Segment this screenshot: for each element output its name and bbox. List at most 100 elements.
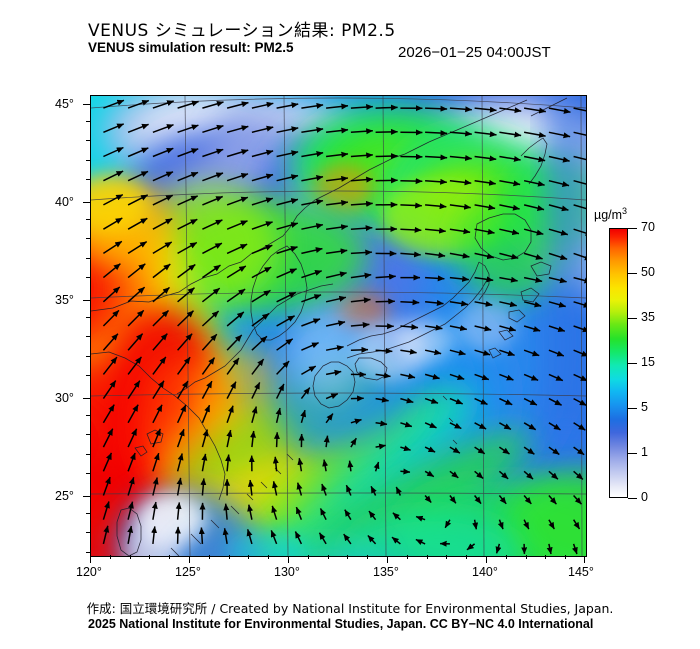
wind-arrow bbox=[276, 174, 299, 182]
wind-arrow bbox=[151, 526, 158, 544]
wind-arrow bbox=[474, 252, 495, 260]
y-axis-label-30: 30° bbox=[55, 391, 74, 405]
wind-arrow bbox=[375, 128, 398, 135]
wind-arrow bbox=[300, 387, 311, 400]
wind-arrow bbox=[127, 286, 146, 303]
x-minor-tick bbox=[367, 555, 369, 559]
wind-arrow bbox=[474, 397, 488, 406]
wind-arrow bbox=[350, 249, 373, 256]
pm25-map-plot[interactable] bbox=[90, 95, 587, 557]
wind-arrow bbox=[272, 456, 279, 472]
wind-arrow bbox=[276, 268, 297, 279]
wind-arrow bbox=[375, 298, 396, 305]
wind-arrow bbox=[350, 418, 362, 425]
wind-arrow bbox=[275, 383, 285, 399]
wind-arrow bbox=[449, 203, 471, 210]
wind-arrow bbox=[271, 505, 278, 520]
wind-arrow bbox=[548, 422, 561, 431]
x-axis-label-145: 145° bbox=[568, 565, 594, 579]
wind-arrow bbox=[474, 276, 494, 283]
y-minor-tick bbox=[86, 159, 90, 161]
wind-arrow bbox=[301, 247, 323, 255]
wind-arrow bbox=[177, 124, 199, 134]
x-minor-tick bbox=[505, 555, 507, 559]
wind-arrow bbox=[251, 266, 272, 279]
wind-arrow bbox=[343, 533, 352, 545]
wind-arrow bbox=[523, 179, 545, 187]
wind-arrow bbox=[548, 349, 565, 357]
wind-arrow bbox=[350, 297, 371, 304]
wind-arrow bbox=[474, 470, 484, 479]
y-minor-tick bbox=[86, 140, 90, 142]
wind-arrow bbox=[127, 217, 148, 230]
wind-arrow bbox=[449, 154, 472, 161]
wind-arrow bbox=[202, 100, 224, 109]
x-major-tick bbox=[486, 556, 488, 563]
x-minor-tick bbox=[327, 555, 329, 559]
wind-arrow bbox=[201, 310, 220, 327]
wind-arrow bbox=[202, 172, 224, 182]
y-minor-tick bbox=[86, 375, 90, 377]
x-axis-label-130: 130° bbox=[274, 565, 300, 579]
wind-arrow bbox=[375, 177, 398, 184]
wind-arrow bbox=[276, 150, 299, 158]
wind-arrow bbox=[367, 534, 377, 545]
wind-arrow bbox=[425, 203, 447, 210]
wind-arrow bbox=[251, 358, 265, 375]
wind-arrow bbox=[523, 252, 543, 260]
wind-arrow bbox=[102, 333, 119, 351]
x-minor-tick bbox=[248, 555, 250, 559]
wind-arrow bbox=[251, 149, 274, 158]
wind-arrow bbox=[449, 130, 473, 137]
wind-arrow bbox=[152, 241, 173, 255]
wind-arrow bbox=[295, 506, 303, 520]
wind-arrow bbox=[350, 152, 374, 159]
wind-arrow bbox=[449, 325, 468, 332]
wind-arrow bbox=[127, 263, 146, 279]
wind-arrow bbox=[177, 100, 199, 109]
wind-arrow bbox=[523, 470, 534, 480]
y-minor-tick bbox=[86, 218, 90, 220]
wind-arrow bbox=[498, 446, 510, 455]
y-minor-tick bbox=[86, 473, 90, 475]
wind-arrow bbox=[548, 325, 566, 332]
wind-arrow bbox=[449, 228, 471, 235]
wind-arrow bbox=[127, 333, 144, 351]
wind-arrow bbox=[415, 515, 426, 522]
y-minor-tick bbox=[86, 238, 90, 240]
wind-arrow bbox=[251, 101, 274, 109]
wind-arrow bbox=[474, 349, 491, 356]
y-minor-tick bbox=[86, 257, 90, 259]
wind-arrow bbox=[425, 130, 448, 137]
wind-arrow bbox=[466, 543, 476, 551]
wind-arrow bbox=[474, 155, 497, 162]
y-axis-label-45: 45° bbox=[55, 97, 74, 111]
wind-arrow bbox=[548, 301, 566, 308]
wind-arrow bbox=[573, 325, 586, 333]
wind-arrow bbox=[345, 484, 352, 496]
wind-arrow bbox=[523, 276, 543, 283]
wind-arrow bbox=[276, 338, 294, 351]
wind-arrow bbox=[276, 126, 299, 134]
wind-arrow bbox=[127, 240, 148, 255]
wind-arrow bbox=[415, 538, 426, 546]
wind-arrow bbox=[375, 347, 393, 354]
wind-arrow bbox=[449, 422, 462, 430]
x-minor-tick bbox=[268, 555, 270, 559]
wind-arrow bbox=[498, 495, 507, 505]
wind-arrow bbox=[573, 470, 584, 480]
wind-arrow bbox=[325, 393, 339, 400]
wind-arrow bbox=[201, 333, 218, 351]
wind-arrow bbox=[322, 459, 329, 472]
x-minor-tick bbox=[565, 555, 567, 559]
wind-arrow bbox=[548, 276, 567, 284]
x-axis-label-135: 135° bbox=[373, 565, 399, 579]
wind-arrow bbox=[270, 530, 278, 545]
x-minor-tick bbox=[545, 555, 547, 559]
wind-arrow bbox=[573, 422, 586, 431]
wind-arrow bbox=[499, 107, 522, 114]
wind-arrow bbox=[321, 483, 327, 496]
colorbar[interactable] bbox=[609, 228, 628, 498]
wind-arrow bbox=[548, 131, 571, 139]
wind-arrow bbox=[449, 300, 469, 307]
